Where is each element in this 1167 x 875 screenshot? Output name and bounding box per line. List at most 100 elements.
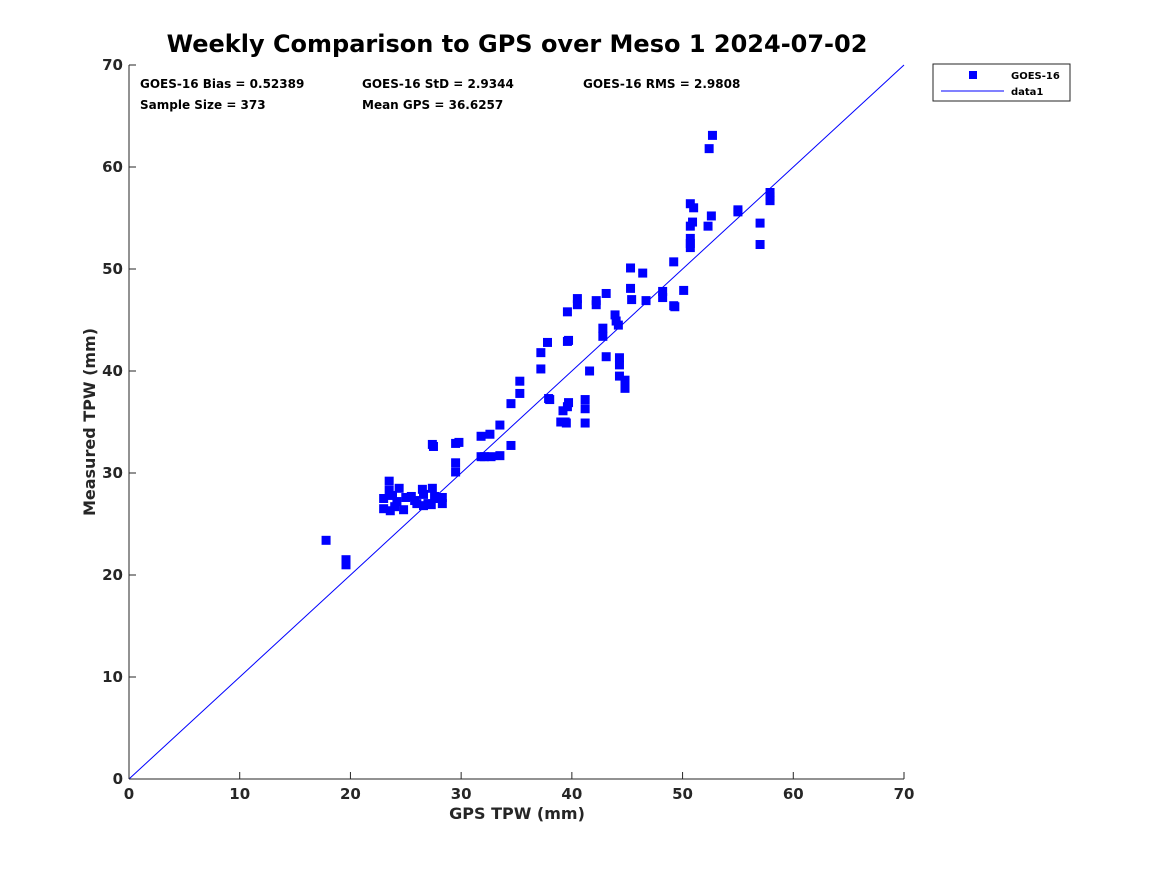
data-point xyxy=(598,323,608,333)
data-point xyxy=(755,218,765,228)
data-point xyxy=(394,483,404,493)
data-point xyxy=(561,418,571,428)
y-tick-label: 70 xyxy=(102,56,123,74)
data-point xyxy=(321,535,331,545)
data-point xyxy=(495,451,505,461)
reference-line-data1 xyxy=(128,64,905,780)
x-tick-label: 0 xyxy=(124,785,134,803)
x-tick-label: 50 xyxy=(672,785,693,803)
y-tick-label: 10 xyxy=(102,668,123,686)
goes16-points xyxy=(321,130,775,570)
x-tick-label: 40 xyxy=(561,785,582,803)
data-point xyxy=(704,144,714,154)
data-point xyxy=(641,296,651,306)
legend-box xyxy=(932,63,1071,102)
y-tick-label: 50 xyxy=(102,260,123,278)
x-axis-label: GPS TPW (mm) xyxy=(449,804,585,823)
y-tick-label: 60 xyxy=(102,158,123,176)
y-tick-label: 20 xyxy=(102,566,123,584)
data-point xyxy=(564,335,574,345)
data-point xyxy=(765,196,775,206)
data-point xyxy=(580,404,590,414)
data-point xyxy=(476,431,486,441)
data-point xyxy=(585,366,595,376)
data-point xyxy=(495,420,505,430)
data-point xyxy=(626,263,636,273)
x-axis-ticks: 0 10 20 30 40 50 60 70 xyxy=(124,772,914,803)
data-point xyxy=(598,331,608,341)
data-point xyxy=(703,221,713,231)
stat-std: GOES-16 StD = 2.9344 xyxy=(362,77,514,91)
chart-title: Weekly Comparison to GPS over Meso 1 202… xyxy=(167,30,868,58)
data-point xyxy=(572,300,582,310)
data-point xyxy=(707,130,717,140)
data-point xyxy=(390,502,400,512)
legend-label-goes16: GOES-16 xyxy=(1011,71,1060,82)
data-point xyxy=(536,348,546,358)
data-point xyxy=(627,295,637,305)
x-tick-label: 20 xyxy=(340,785,361,803)
y-tick-label: 0 xyxy=(113,770,123,788)
data-point xyxy=(658,293,668,303)
data-point xyxy=(679,285,689,295)
data-point xyxy=(437,499,447,509)
legend-label-data1: data1 xyxy=(1011,87,1043,98)
data-point xyxy=(515,376,525,386)
y-axis-ticks: 0 10 20 30 40 50 60 70 xyxy=(102,56,136,788)
data-point xyxy=(341,555,351,565)
data-point xyxy=(451,467,461,477)
data-point xyxy=(614,360,624,370)
stat-rms: GOES-16 RMS = 2.9808 xyxy=(583,77,740,91)
data-point xyxy=(515,388,525,398)
data-point xyxy=(437,492,447,502)
data-point xyxy=(685,233,695,243)
data-point xyxy=(572,294,582,304)
data-point xyxy=(580,418,590,428)
data-point xyxy=(706,211,716,221)
data-point xyxy=(670,302,680,312)
data-point xyxy=(601,288,611,298)
data-point xyxy=(486,452,496,462)
data-point xyxy=(658,286,668,296)
data-point xyxy=(379,504,389,514)
data-point xyxy=(614,371,624,381)
data-point xyxy=(614,353,624,363)
data-point xyxy=(685,243,695,253)
data-point xyxy=(601,352,611,362)
data-point xyxy=(454,437,464,447)
data-point xyxy=(485,429,495,439)
data-point xyxy=(543,337,552,347)
data-point xyxy=(755,240,765,250)
data-point xyxy=(610,310,620,320)
data-point xyxy=(506,440,516,450)
data-point xyxy=(536,364,546,374)
data-point xyxy=(399,505,409,515)
data-point xyxy=(620,383,630,393)
x-tick-label: 60 xyxy=(783,785,804,803)
stat-bias: GOES-16 Bias = 0.52389 xyxy=(140,77,304,91)
data-point xyxy=(419,489,428,499)
data-point xyxy=(506,399,516,409)
data-point xyxy=(384,485,394,495)
data-point xyxy=(451,458,461,468)
data-point xyxy=(638,268,648,278)
data-point xyxy=(379,494,389,503)
data-point xyxy=(733,207,743,217)
data-point xyxy=(562,307,572,317)
data-point xyxy=(427,483,437,493)
data-point xyxy=(689,203,699,213)
y-tick-label: 30 xyxy=(102,464,123,482)
data-point xyxy=(545,395,555,405)
data-point xyxy=(341,560,351,570)
data-point xyxy=(388,490,397,500)
legend: GOES-16 data1 xyxy=(932,63,1071,102)
data-point xyxy=(417,484,427,494)
data-point xyxy=(412,499,422,509)
data-point xyxy=(626,283,636,293)
data-point xyxy=(688,217,698,227)
x-tick-label: 30 xyxy=(451,785,472,803)
data-point xyxy=(620,375,630,385)
y-axis-label: Measured TPW (mm) xyxy=(80,328,99,516)
data-point xyxy=(401,492,411,502)
